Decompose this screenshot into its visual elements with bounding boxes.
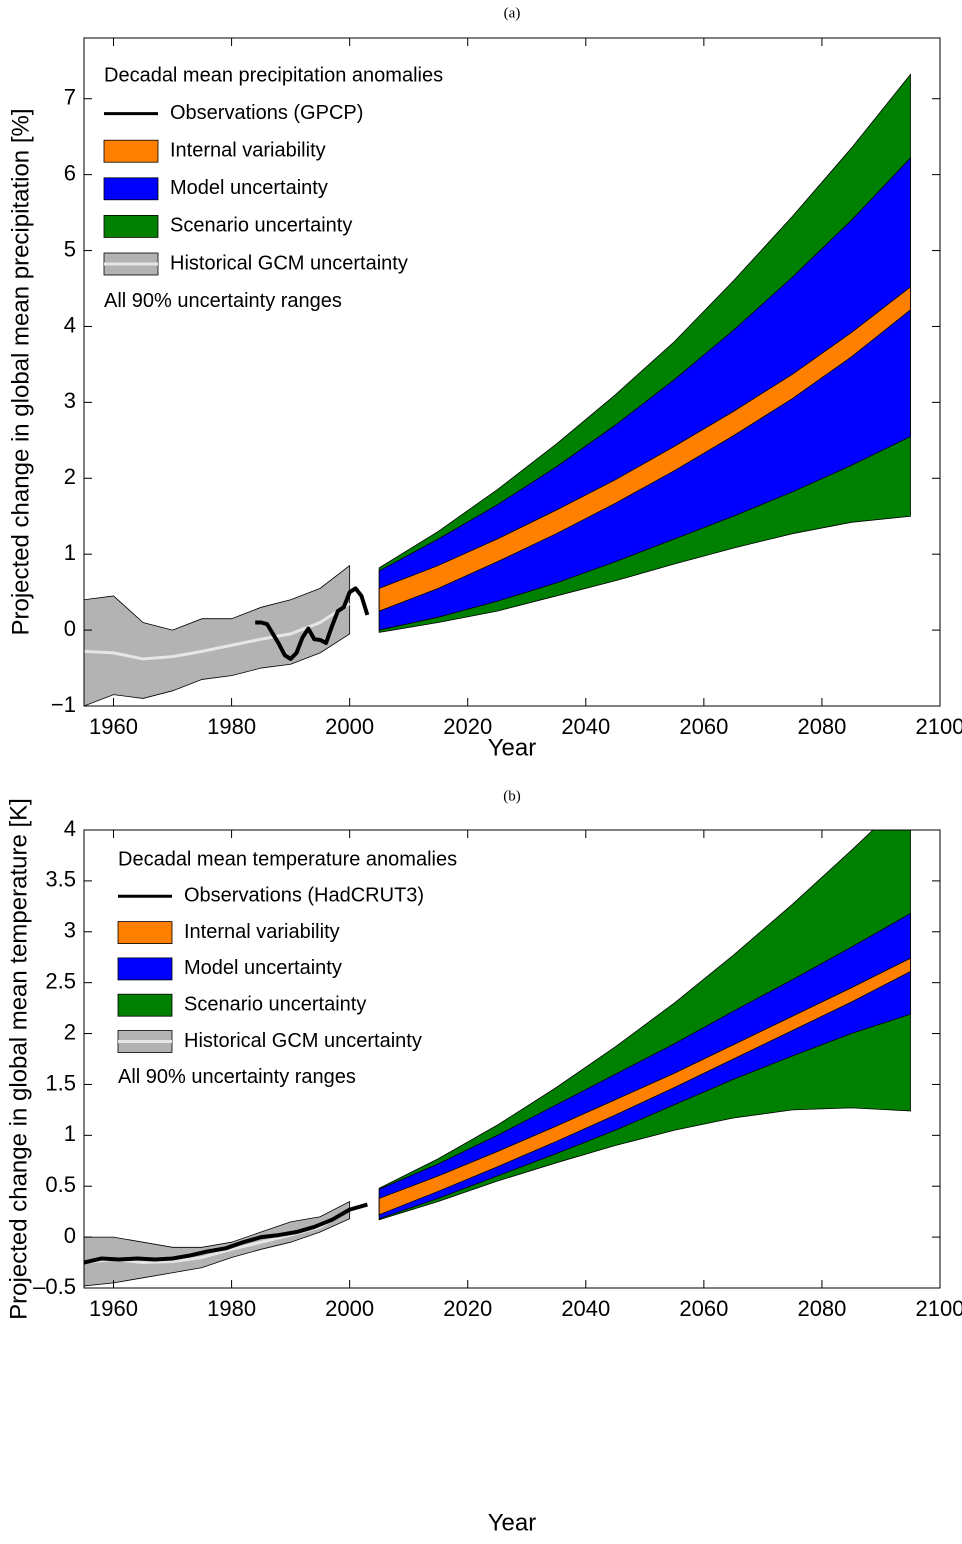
x-tick-label: 2040 <box>561 1296 610 1321</box>
y-tick-label: –0.5 <box>33 1274 76 1299</box>
legend-label: Model uncertainty <box>184 957 342 979</box>
legend-label: Scenario uncertainty <box>170 215 352 237</box>
x-tick-label: 1960 <box>89 714 138 739</box>
x-tick-label: 1980 <box>207 714 256 739</box>
x-tick-label: 2040 <box>561 714 610 739</box>
uncertainty-band <box>378 286 911 612</box>
uncertainty-band <box>378 957 911 1216</box>
uncertainty-band <box>84 564 351 706</box>
x-tick-label: 2080 <box>797 714 846 739</box>
y-tick-label: 1.5 <box>45 1070 76 1095</box>
x-tick-label: 2100 <box>916 1296 962 1321</box>
legend-label: Internal variability <box>170 139 326 161</box>
data-line <box>84 1202 368 1265</box>
axes-frame <box>83 829 941 1289</box>
plot <box>84 73 911 706</box>
panel-title: (a) <box>504 5 521 21</box>
data-line <box>255 586 370 661</box>
legend-label: Historical GCM uncertainty <box>170 252 408 274</box>
legend-swatch <box>117 993 173 1017</box>
legend-label: Observations (HadCRUT3) <box>184 885 424 907</box>
y-tick-label: 5 <box>64 236 76 261</box>
x-tick-label: 2060 <box>679 1296 728 1321</box>
y-axis-label: Projected change in global mean precipit… <box>7 109 34 636</box>
y-axis-label: Projected change in global mean temperat… <box>5 798 32 1320</box>
y-tick-label: 4 <box>64 312 76 337</box>
y-tick-label: 2 <box>64 1019 76 1044</box>
y-tick-label: 4 <box>64 816 76 841</box>
y-tick-label: 0 <box>64 616 76 641</box>
y-tick-label: 7 <box>64 85 76 110</box>
y-tick-label: 6 <box>64 160 76 185</box>
x-axis-label: Year <box>488 1509 537 1536</box>
y-tick-label: 2 <box>64 464 76 489</box>
y-tick-label: 3.5 <box>45 867 76 892</box>
legend-swatch <box>117 957 173 981</box>
panel-title: (b) <box>503 788 521 804</box>
legend-note: All 90% uncertainty ranges <box>104 290 342 312</box>
x-axis-label: Year <box>488 734 537 761</box>
x-tick-label: 1980 <box>207 1296 256 1321</box>
data-line <box>84 602 351 661</box>
uncertainty-band <box>378 830 911 1221</box>
legend-swatch <box>103 139 159 163</box>
legend-title: Decadal mean precipitation anomalies <box>104 64 443 86</box>
uncertainty-band <box>84 1200 351 1287</box>
legend-label: Scenario uncertainty <box>184 993 366 1015</box>
y-tick-label: 3 <box>64 918 76 943</box>
x-tick-label: 2020 <box>443 714 492 739</box>
legend-label: Internal variability <box>184 921 340 943</box>
legend-label: Model uncertainty <box>170 177 328 199</box>
uncertainty-band <box>378 912 911 1220</box>
x-tick-label: 2000 <box>325 1296 374 1321</box>
x-tick-label: 2060 <box>679 714 728 739</box>
y-tick-label: −1 <box>51 692 76 717</box>
y-tick-label: 3 <box>64 388 76 413</box>
y-tick-label: 0 <box>64 1223 76 1248</box>
legend-swatch <box>103 214 159 238</box>
legend-label: Historical GCM uncertainty <box>184 1030 422 1052</box>
x-tick-label: 2020 <box>443 1296 492 1321</box>
y-tick-label: 2.5 <box>45 968 76 993</box>
x-tick-label: 1960 <box>89 1296 138 1321</box>
y-tick-label: 1 <box>64 1121 76 1146</box>
legend-swatch <box>117 921 173 944</box>
legend-note: All 90% uncertainty ranges <box>118 1066 356 1088</box>
y-tick-label: 0.5 <box>45 1172 76 1197</box>
legend-title: Decadal mean temperature anomalies <box>118 848 457 870</box>
y-tick-label: 1 <box>64 540 76 565</box>
axes-frame <box>83 37 941 707</box>
x-tick-label: 2100 <box>916 714 962 739</box>
x-tick-label: 2080 <box>797 1296 846 1321</box>
x-tick-label: 2000 <box>325 714 374 739</box>
legend-label: Observations (GPCP) <box>170 102 363 124</box>
uncertainty-band <box>378 156 911 631</box>
legend-swatch <box>103 177 159 201</box>
plot <box>84 830 911 1287</box>
